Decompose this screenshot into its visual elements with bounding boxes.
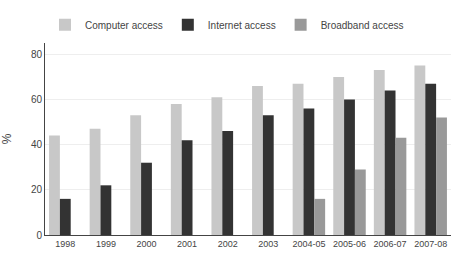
svg-text:2000: 2000 <box>136 239 156 249</box>
svg-text:2005-06: 2005-06 <box>333 239 366 249</box>
svg-text:40: 40 <box>31 139 43 150</box>
svg-text:2001: 2001 <box>177 239 197 249</box>
svg-text:20: 20 <box>31 184 43 195</box>
svg-text:60: 60 <box>31 94 43 105</box>
svg-text:Internet access: Internet access <box>208 20 276 31</box>
svg-text:2002: 2002 <box>218 239 238 249</box>
svg-text:Broadband access: Broadband access <box>321 20 404 31</box>
svg-text:80: 80 <box>31 49 43 60</box>
svg-text:1999: 1999 <box>96 239 116 249</box>
svg-text:2006-07: 2006-07 <box>374 239 407 249</box>
svg-text:2003: 2003 <box>258 239 278 249</box>
svg-text:0: 0 <box>36 230 42 241</box>
svg-text:Computer access: Computer access <box>85 20 163 31</box>
svg-text:1998: 1998 <box>55 239 75 249</box>
svg-text:2004-05: 2004-05 <box>292 239 325 249</box>
svg-text:2007-08: 2007-08 <box>414 239 447 249</box>
svg-text:%: % <box>0 133 14 144</box>
